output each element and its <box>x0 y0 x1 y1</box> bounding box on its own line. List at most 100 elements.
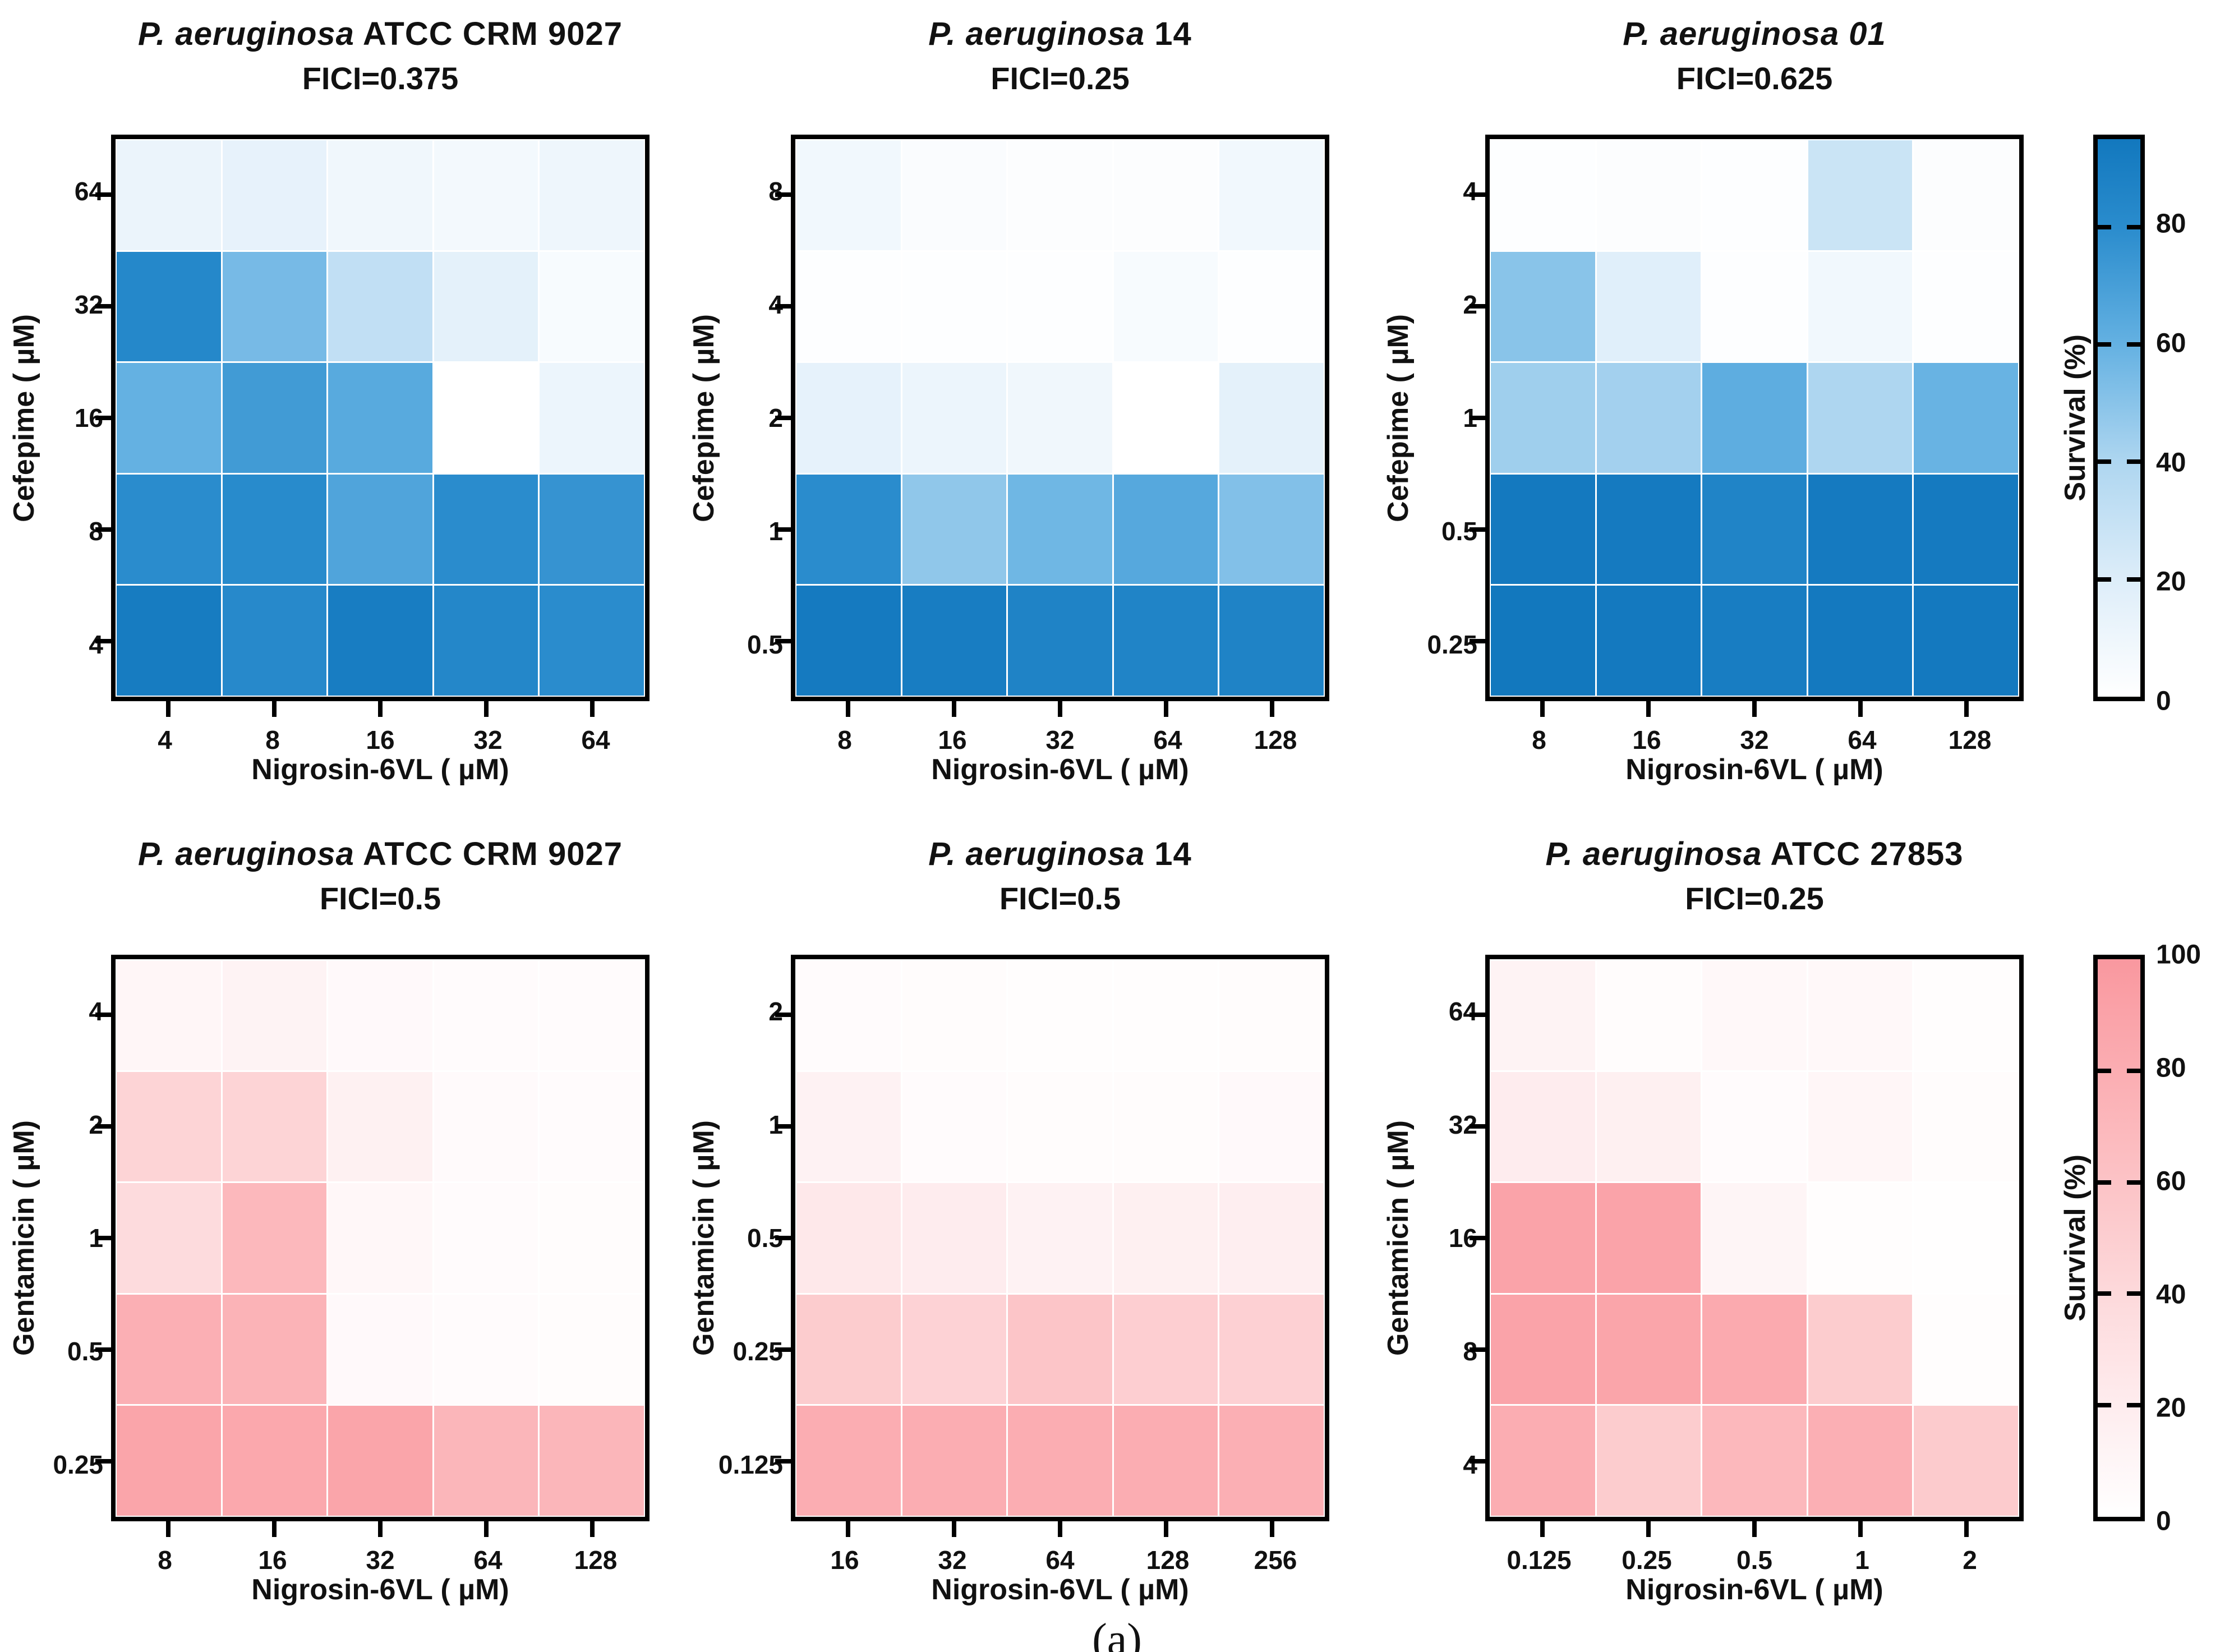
heatmap-cell <box>1808 1071 1913 1182</box>
x-tick-label: 0.125 <box>1507 1545 1572 1575</box>
heatmap-cell <box>222 1294 327 1405</box>
y-tick-mark <box>95 192 111 197</box>
heatmap-cell <box>434 1183 538 1293</box>
strain-suffix: 14 <box>1145 16 1192 52</box>
heatmap-cell <box>540 1183 644 1293</box>
y-tick-mark <box>775 1347 791 1352</box>
heatmap-cell <box>1219 251 1324 362</box>
heatmap-frame <box>95 135 650 717</box>
y-tick-mark <box>775 527 791 532</box>
fici-value: FICI=0.375 <box>302 61 459 96</box>
heatmap-cell <box>117 586 221 696</box>
x-axis-title: Nigrosin-6VL ( µM) <box>251 753 509 786</box>
y-tick-mark <box>775 1236 791 1240</box>
heatmap-cell <box>328 363 432 473</box>
colorbar-tick-mark <box>2098 577 2111 582</box>
heatmap-cell <box>1596 1406 1701 1516</box>
y-tick-label: 0.125 <box>718 1450 783 1479</box>
heatmap-cell <box>1596 140 1701 250</box>
heatmap-cell <box>434 140 538 250</box>
heatmap-cell <box>796 960 901 1070</box>
heatmap-cell <box>1702 140 1807 250</box>
heatmap-cell <box>1219 1183 1324 1293</box>
heatmap-cell <box>796 1294 901 1405</box>
heatmap-cell <box>328 1071 432 1182</box>
x-tick-mark <box>166 701 171 717</box>
x-tick-label: 32 <box>938 1545 967 1575</box>
heatmap-cell <box>117 363 221 473</box>
heatmap-cell <box>1808 140 1913 250</box>
heatmap-cell <box>117 251 221 362</box>
y-axis-tick-labels: 210.50.250.125 <box>718 955 791 1521</box>
heatmap-cell <box>1914 474 2018 585</box>
x-tick-label: 16 <box>830 1545 859 1575</box>
x-axis-title: Nigrosin-6VL ( µM) <box>931 753 1189 786</box>
colorbar-blue: Survival (%) 80 60 40 20 0 <box>2057 135 2226 716</box>
x-tick-label: 64 <box>1153 725 1182 754</box>
x-tick-label: 2 <box>1963 1545 1977 1575</box>
heatmap-cell <box>117 960 221 1070</box>
colorbar-tick-mark <box>2098 459 2111 464</box>
y-tick-mark <box>1470 416 1485 420</box>
x-axis-tick-labels: 8 16 32 64 128 <box>111 1521 650 1575</box>
y-tick-mark <box>775 304 791 309</box>
heatmap-cell <box>1808 474 1913 585</box>
colorbar-tick-mark <box>2098 1291 2111 1296</box>
heatmap-cell <box>1113 251 1218 362</box>
x-tick-label: 64 <box>1848 725 1877 754</box>
strain-suffix: ATCC CRM 9027 <box>354 836 623 872</box>
heatmap-cell <box>1008 363 1112 473</box>
x-tick-label: 128 <box>1146 1545 1190 1575</box>
heatmap-cell <box>434 1294 538 1405</box>
strain-title: P. aeruginosa 14 <box>791 14 1329 54</box>
colorbar-tick-label: 40 <box>2156 1280 2186 1310</box>
heatmap-cell <box>902 251 1007 362</box>
heatmap-cell <box>1491 1294 1595 1405</box>
y-tick-mark <box>1470 1013 1485 1018</box>
y-tick-mark <box>775 638 791 643</box>
x-tick-label: 64 <box>473 1545 503 1575</box>
heatmap-cell <box>1808 251 1913 362</box>
heatmap-cell <box>1491 1406 1595 1516</box>
y-tick-label: 0.25 <box>733 1337 783 1366</box>
heatmap-cell <box>1596 474 1701 585</box>
x-tick-mark <box>589 701 595 717</box>
heatmap-panel: P. aeruginosa ATCC CRM 9027 FICI=0.375 C… <box>4 14 650 786</box>
heatmap-cell <box>328 251 432 362</box>
heatmap-cell <box>1491 1071 1595 1182</box>
x-tick-mark <box>1646 701 1651 717</box>
heatmap-cell <box>1914 251 2018 362</box>
colorbar-label: Survival (%) <box>2059 1154 2092 1322</box>
strain-name: P. aeruginosa <box>928 16 1145 52</box>
x-axis-tick-labels: 8 16 32 64 128 <box>1485 701 2024 754</box>
colorbar-tick-mark <box>2127 1291 2140 1296</box>
heatmap-cell <box>796 1406 901 1516</box>
panel-title: P. aeruginosa 14 FICI=0.5 <box>684 834 1329 955</box>
heatmap-cell <box>1008 960 1112 1070</box>
heatmap-cell <box>796 586 901 696</box>
heatmap-cell <box>328 474 432 585</box>
strain-suffix: ATCC CRM 9027 <box>354 16 623 52</box>
heatmap-grid <box>795 959 1325 1517</box>
y-tick-mark <box>775 192 791 197</box>
heatmap-frame <box>1470 955 2024 1537</box>
x-tick-label: 16 <box>938 725 967 754</box>
colorbar-tick-label: 40 <box>2156 448 2186 478</box>
heatmap-cell <box>902 1294 1007 1405</box>
heatmap-cell <box>540 1406 644 1516</box>
figure-caption: (a) <box>1092 1615 1142 1652</box>
heatmap-cell <box>1113 1406 1218 1516</box>
y-tick-label: 0.25 <box>53 1450 103 1479</box>
x-axis-title: Nigrosin-6VL ( µM) <box>251 1573 509 1606</box>
colorbar-label: Survival (%) <box>2059 334 2092 501</box>
colorbar-tick-label: 80 <box>2156 209 2186 239</box>
y-tick-mark <box>1470 527 1485 532</box>
colorbar-tick-label: 60 <box>2156 1166 2186 1197</box>
heatmap-cell <box>1702 1406 1807 1516</box>
y-tick-mark <box>1470 638 1485 643</box>
x-tick-mark <box>1964 701 1969 717</box>
heatmap-frame <box>1470 135 2024 717</box>
heatmap-cell <box>1113 960 1218 1070</box>
x-tick-mark <box>483 701 489 717</box>
y-tick-label: 4 <box>1463 177 1477 206</box>
